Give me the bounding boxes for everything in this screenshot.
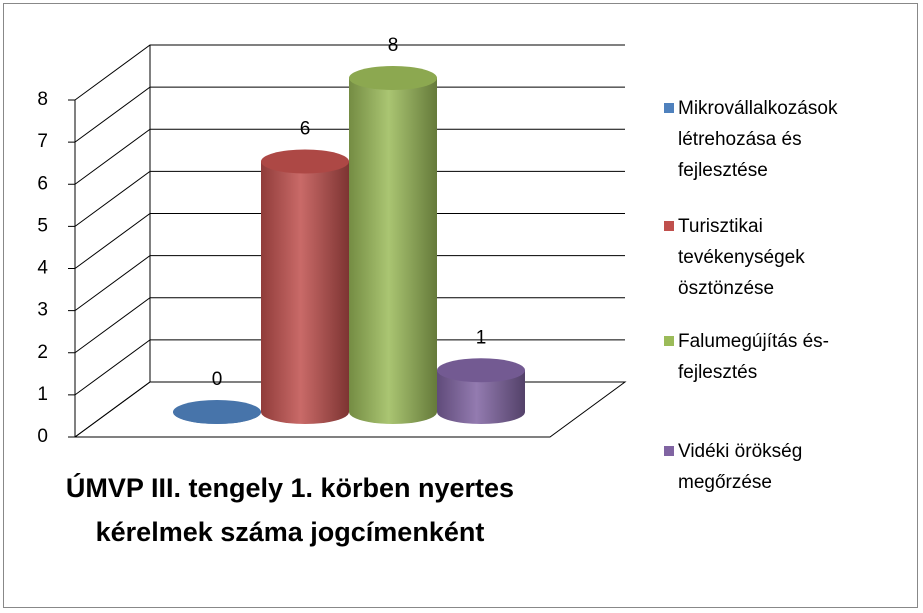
bar-top: [437, 358, 525, 383]
grid-line: [74, 339, 625, 396]
y-tick-label: 2: [37, 342, 48, 363]
y-tick-label: 8: [37, 89, 48, 110]
legend-swatch: [664, 103, 674, 113]
y-tick-label: 0: [37, 426, 48, 447]
y-tick-label: 3: [37, 300, 48, 321]
chart-title: ÚMVP III. tengely 1. körben nyertes kére…: [65, 473, 515, 547]
bar-top: [349, 66, 437, 90]
grid-line: [74, 170, 625, 227]
grid-line: [74, 255, 625, 312]
bar-top: [261, 149, 349, 174]
bar-top: [173, 400, 261, 424]
y-tick-label: 7: [37, 131, 48, 152]
grid-line: [74, 213, 625, 269]
legend-label: Falumegújítás és-fejlesztés: [678, 331, 830, 383]
grid-line: [74, 297, 625, 354]
y-tick-label: 1: [37, 384, 48, 405]
legend-label: Vidéki örökség megőrzése: [678, 441, 803, 493]
grid-line: [74, 128, 625, 185]
y-tick-label: 4: [37, 258, 48, 279]
grid-line: [74, 86, 625, 143]
data-label: 0: [212, 369, 223, 390]
data-label: 6: [300, 119, 311, 140]
data-label: 8: [388, 35, 399, 56]
chart-frame: [3, 3, 918, 608]
legend-label: Mikrovállalkozások létrehozása és fejles…: [678, 98, 838, 181]
legend-swatch: [664, 336, 674, 346]
bar: [437, 370, 525, 424]
legend-swatch: [664, 221, 674, 231]
data-label: 1: [476, 327, 487, 348]
y-tick-label: 6: [37, 173, 48, 194]
bar: [261, 161, 349, 424]
y-tick-label: 5: [37, 215, 48, 236]
bar: [349, 78, 437, 424]
legend-swatch: [664, 446, 674, 456]
grid-line: [74, 44, 625, 101]
legend-label: Turisztikai tevékenységek ösztönzése: [678, 216, 805, 299]
